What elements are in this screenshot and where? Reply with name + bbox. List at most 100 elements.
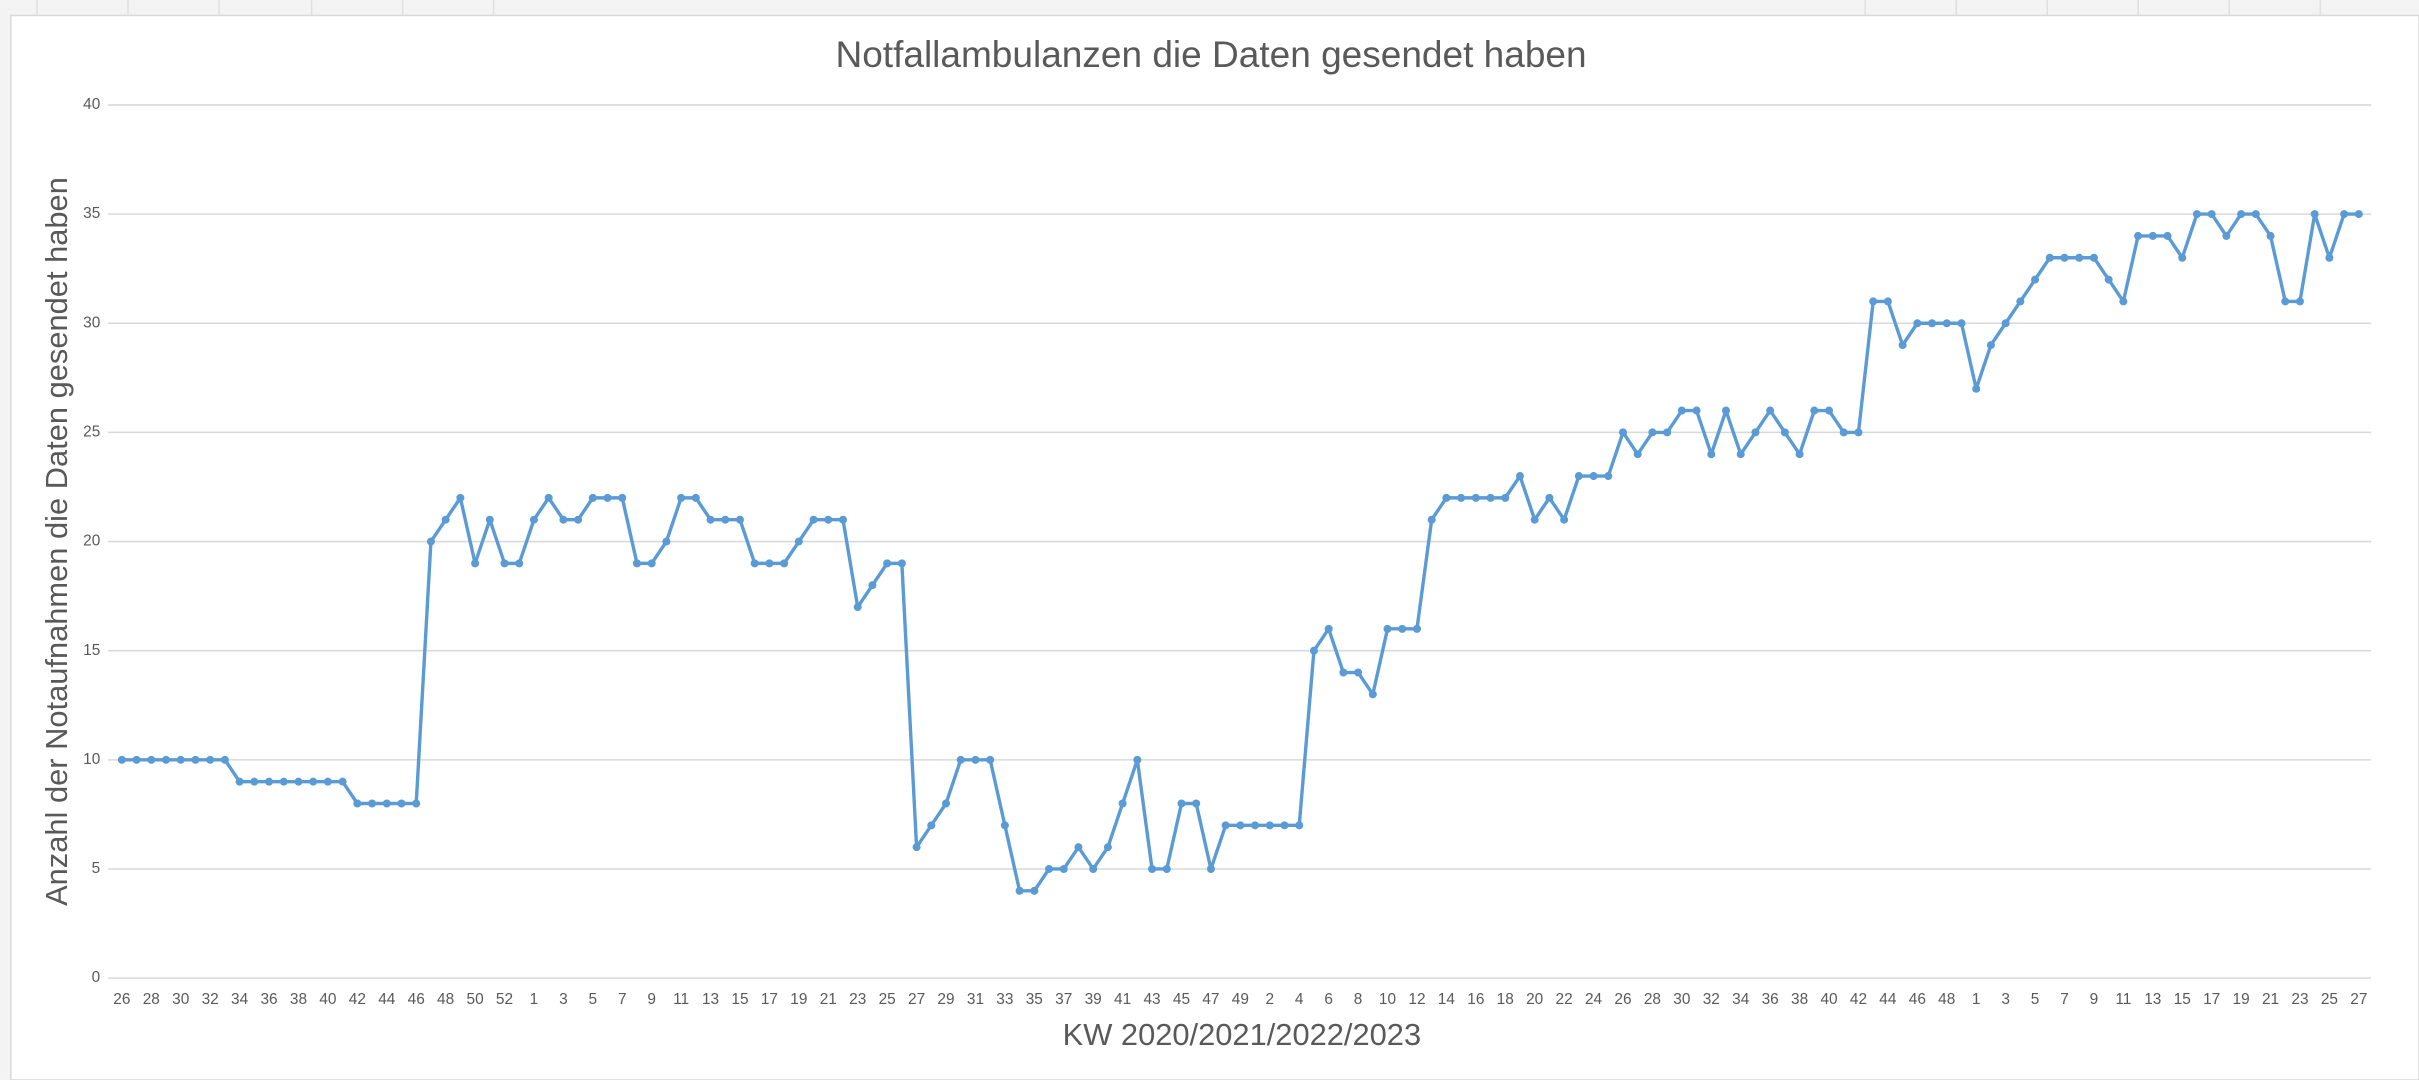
data-point <box>618 493 627 502</box>
data-point <box>220 755 229 764</box>
x-tick-label: 48 <box>1938 991 1955 1008</box>
data-point <box>809 515 818 524</box>
x-tick-label: 39 <box>1085 991 1102 1008</box>
data-point <box>1354 668 1363 677</box>
data-point <box>1560 515 1569 524</box>
chart-area <box>10 14 2419 1080</box>
x-axis-label: KW 2020/2021/2022/2023 <box>1063 1017 1421 1052</box>
data-point <box>2075 253 2084 262</box>
data-point <box>132 755 141 764</box>
data-point <box>956 755 965 764</box>
x-tick-label: 29 <box>937 991 954 1008</box>
x-tick-label: 19 <box>790 991 807 1008</box>
data-point <box>117 755 126 764</box>
y-axis-label: Anzahl der Notaufnahmen die Daten gesend… <box>39 177 74 906</box>
data-point <box>1928 319 1937 328</box>
data-point <box>191 755 200 764</box>
data-point <box>1442 493 1451 502</box>
data-point <box>397 799 406 808</box>
x-tick-label: 7 <box>618 991 627 1008</box>
data-point <box>1986 341 1995 350</box>
x-tick-label: 5 <box>2031 991 2040 1008</box>
data-point <box>2163 231 2172 240</box>
data-point <box>515 559 524 568</box>
data-point <box>1972 384 1981 393</box>
data-point <box>1324 624 1333 633</box>
x-tick-label: 27 <box>2350 991 2367 1008</box>
x-tick-label: 49 <box>1232 991 1249 1008</box>
data-point <box>588 493 597 502</box>
data-point <box>2310 210 2319 219</box>
data-point <box>1457 493 1466 502</box>
x-tick-label: 15 <box>731 991 748 1008</box>
data-point <box>176 755 185 764</box>
data-point <box>897 559 906 568</box>
data-point <box>1015 886 1024 895</box>
data-point <box>2266 231 2275 240</box>
x-tick-label: 45 <box>1173 991 1190 1008</box>
data-point <box>721 515 730 524</box>
data-point <box>1000 821 1009 830</box>
data-point <box>1869 297 1878 306</box>
data-point <box>294 777 303 786</box>
data-point <box>691 493 700 502</box>
data-point <box>1398 624 1407 633</box>
x-tick-label: 21 <box>2262 991 2279 1008</box>
data-point <box>412 799 421 808</box>
data-point <box>1663 428 1672 437</box>
data-point <box>2192 210 2201 219</box>
data-point <box>485 515 494 524</box>
data-point <box>250 777 259 786</box>
data-point <box>1957 319 1966 328</box>
x-tick-label: 43 <box>1143 991 1160 1008</box>
x-tick-label: 37 <box>1055 991 1072 1008</box>
data-point <box>838 515 848 524</box>
x-tick-label: 34 <box>1732 991 1750 1008</box>
x-tick-label: 3 <box>559 991 568 1008</box>
data-point <box>206 755 215 764</box>
data-point <box>1825 406 1834 415</box>
data-point <box>677 493 686 502</box>
x-tick-label: 42 <box>1850 991 1867 1008</box>
data-point <box>235 777 244 786</box>
data-point <box>2031 275 2040 284</box>
data-point <box>2134 231 2143 240</box>
data-point <box>1604 472 1613 481</box>
data-point <box>456 493 465 502</box>
data-point <box>1059 864 1068 873</box>
data-point <box>1766 406 1775 415</box>
data-point <box>1192 799 1201 808</box>
data-point <box>1648 428 1657 437</box>
x-tick-label: 32 <box>202 991 219 1008</box>
data-point <box>1618 428 1628 437</box>
data-point <box>780 559 789 568</box>
x-tick-label: 17 <box>761 991 778 1008</box>
x-tick-label: 31 <box>967 991 984 1008</box>
data-point <box>1133 755 1142 764</box>
x-tick-label: 48 <box>437 991 454 1008</box>
sheet-grid <box>36 0 2322 16</box>
data-point <box>824 515 833 524</box>
data-point <box>853 603 862 612</box>
data-point <box>1721 406 1731 415</box>
data-point <box>794 537 803 546</box>
x-tick-label: 10 <box>1379 991 1396 1008</box>
data-point <box>1251 821 1260 830</box>
x-tick-label: 24 <box>1585 991 1603 1008</box>
x-tick-label: 36 <box>260 991 277 1008</box>
data-point <box>2089 253 2098 262</box>
data-point <box>735 515 744 524</box>
data-point <box>1501 493 1510 502</box>
x-tick-label: 2 <box>1265 991 1274 1008</box>
data-point <box>353 799 362 808</box>
data-point <box>1162 864 1171 873</box>
x-tick-label: 12 <box>1408 991 1425 1008</box>
data-point <box>1780 428 1789 437</box>
data-point <box>265 777 274 786</box>
data-point <box>1412 624 1421 633</box>
data-point <box>2119 297 2128 306</box>
data-point <box>706 515 715 524</box>
data-point <box>559 515 568 524</box>
data-point <box>1221 821 1230 830</box>
